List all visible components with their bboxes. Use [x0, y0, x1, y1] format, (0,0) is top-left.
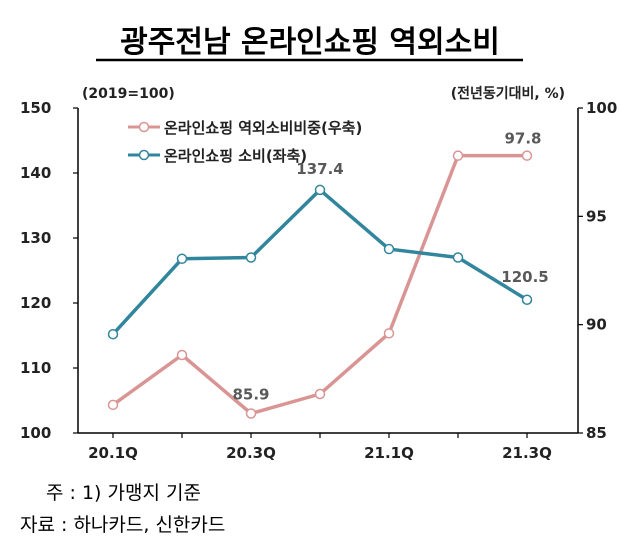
left-tick-label: 150 [20, 99, 51, 117]
x-tick-label: 21.1Q [364, 444, 414, 462]
right-axis-ticks: 85 90 95 100 [578, 99, 617, 442]
data-point [521, 150, 533, 161]
series-line [111, 188, 528, 336]
right-tick-label: 100 [586, 99, 617, 117]
data-point [107, 328, 119, 340]
chart-title: 광주전남 온라인쇼핑 역외소비 [120, 25, 500, 60]
legend-teal-label: 온라인쇼핑 소비(좌축) [164, 147, 307, 165]
left-axis-unit: (2019=100) [82, 86, 175, 102]
left-tick-label: 100 [20, 424, 51, 442]
right-tick-label: 95 [586, 207, 607, 225]
source-note: 자료 : 하나카드, 신한카드 [20, 514, 225, 536]
data-point [314, 184, 326, 196]
data-point [245, 252, 257, 263]
left-tick-label: 120 [20, 294, 51, 312]
footnote: 주 : 1) 가맹지 기준 [46, 482, 201, 504]
left-tick-label: 140 [20, 164, 51, 182]
right-axis-unit: (전년동기대비, %) [451, 85, 565, 102]
right-tick-label: 90 [586, 316, 607, 334]
plot-frame [77, 108, 579, 434]
left-tick-label: 130 [20, 229, 51, 247]
data-label: 137.4 [296, 160, 343, 178]
left-axis-ticks: 100 110 120 130 140 150 [20, 99, 78, 442]
data-point [314, 388, 326, 400]
data-point [383, 328, 395, 339]
data-label: 85.9 [232, 386, 269, 404]
data-point [176, 253, 188, 265]
series-layer: 85.9 97.8 137.4 120.5 [107, 130, 549, 419]
legend-pink-marker [138, 121, 150, 133]
data-label: 120.5 [501, 268, 548, 286]
x-axis-ticks: 20.1Q 20.3Q 21.1Q 21.3Q [88, 433, 552, 462]
data-point [452, 150, 464, 161]
x-tick-label: 20.3Q [226, 444, 276, 462]
data-point [452, 252, 464, 263]
data-point [107, 399, 119, 411]
data-point [176, 349, 188, 361]
x-tick-label: 21.3Q [502, 444, 552, 462]
right-tick-label: 85 [586, 424, 607, 442]
left-tick-label: 110 [20, 359, 51, 377]
data-point [383, 243, 395, 255]
data-point [521, 294, 533, 305]
legend-pink-label: 온라인쇼핑 역외소비비중(우축) [164, 119, 362, 137]
legend: 온라인쇼핑 역외소비비중(우축) 온라인쇼핑 소비(좌축) [128, 119, 362, 165]
data-label: 97.8 [504, 130, 541, 148]
x-tick-label: 20.1Q [88, 444, 138, 462]
data-point [245, 408, 257, 419]
legend-teal-marker [138, 149, 150, 161]
